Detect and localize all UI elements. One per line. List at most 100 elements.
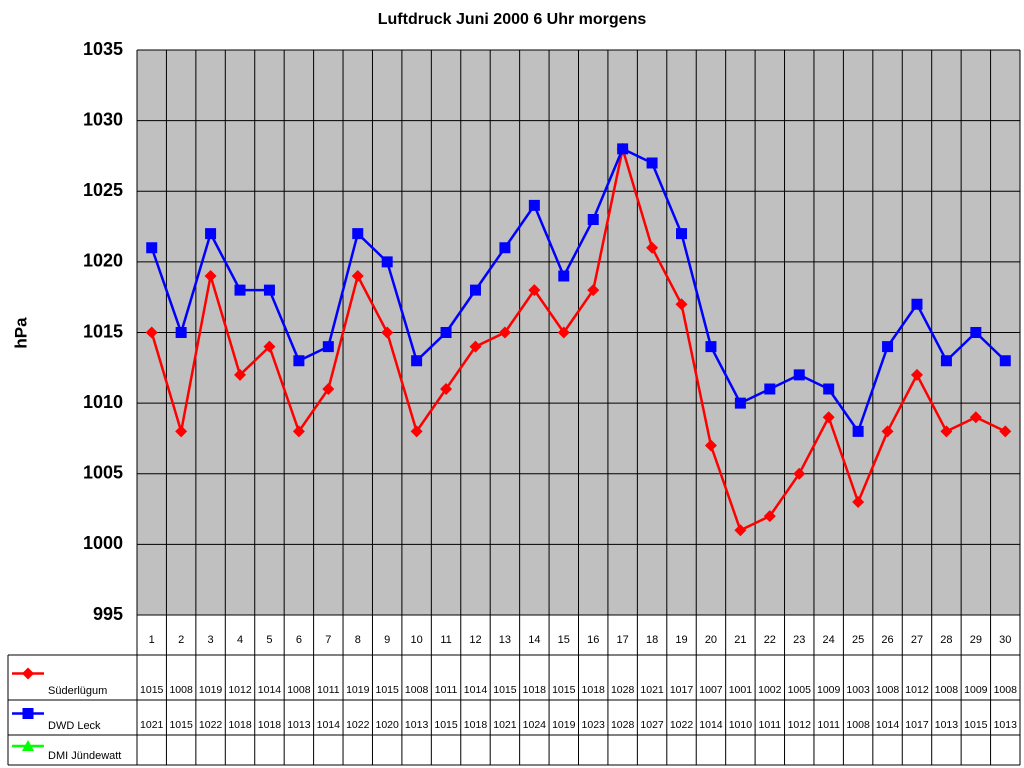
data-point — [587, 214, 599, 225]
x-tick-label: 13 — [499, 634, 511, 646]
x-tick-label: 19 — [675, 634, 687, 646]
table-value: 1012 — [228, 684, 252, 696]
table-value: 1024 — [523, 719, 547, 731]
y-tick-label: 1020 — [83, 251, 123, 271]
x-tick-label: 30 — [999, 634, 1011, 646]
legend-label: DWD Leck — [48, 720, 101, 732]
x-tick-label: 27 — [911, 634, 923, 646]
legend-marker — [22, 740, 34, 751]
data-point — [381, 326, 394, 339]
table-value: 1005 — [788, 684, 812, 696]
table-value: 1012 — [788, 719, 812, 731]
data-point — [793, 369, 805, 381]
data-point — [557, 326, 570, 339]
x-tick-label: 4 — [237, 634, 243, 646]
table-value: 1021 — [640, 684, 664, 696]
x-tick-label: 9 — [384, 634, 390, 646]
table-value: 1019 — [552, 719, 576, 731]
table-value: 1018 — [258, 719, 282, 731]
data-point — [852, 496, 865, 508]
data-point — [263, 340, 276, 353]
data-point — [498, 326, 511, 339]
data-point — [234, 284, 246, 296]
data-point — [469, 340, 482, 353]
series-line — [150, 147, 1007, 435]
x-tick-label: 7 — [325, 634, 331, 646]
data-point — [940, 355, 952, 367]
legend-label: Süderlügum — [48, 685, 107, 697]
data-point — [145, 326, 158, 339]
table-value: 1011 — [817, 719, 840, 731]
table-value: 1018 — [523, 684, 547, 696]
table-value: 1028 — [611, 684, 635, 696]
data-point — [440, 327, 452, 338]
data-point — [175, 327, 187, 338]
data-point — [823, 383, 835, 395]
data-point — [764, 383, 776, 395]
table-value: 1011 — [435, 684, 458, 696]
x-tick-label: 11 — [440, 634, 451, 646]
table-value: 1019 — [346, 684, 370, 696]
x-tick-label: 24 — [823, 634, 835, 646]
data-point — [910, 368, 923, 381]
series-line — [150, 148, 1006, 532]
data-point — [705, 341, 717, 353]
data-point — [205, 228, 217, 240]
table-value: 1015 — [140, 684, 164, 696]
x-tick-label: 1 — [149, 634, 155, 646]
y-tick-label: 1015 — [83, 321, 123, 341]
data-point — [469, 284, 481, 296]
table-value: 1008 — [994, 684, 1018, 696]
data-point — [263, 284, 275, 296]
table-value: 1015 — [964, 719, 988, 731]
table-value: 1022 — [670, 719, 694, 731]
data-point — [204, 270, 217, 282]
table-value: 1017 — [670, 684, 694, 696]
table-value: 1028 — [611, 719, 635, 731]
data-point — [410, 425, 423, 438]
table-value: 1018 — [228, 719, 252, 731]
legend-label: DMI Jündewatt — [48, 750, 121, 762]
table-value: 1010 — [729, 719, 753, 731]
table-value: 1008 — [169, 684, 193, 696]
y-tick-label: 1010 — [83, 392, 123, 412]
x-tick-label: 6 — [296, 634, 302, 646]
table-value: 1022 — [346, 719, 370, 731]
table-value: 1011 — [317, 684, 340, 696]
x-tick-label: 12 — [469, 634, 481, 646]
data-point — [587, 284, 600, 297]
y-tick-label: 1025 — [83, 180, 123, 200]
table-value: 1021 — [493, 719, 517, 731]
table-value: 1014 — [317, 719, 341, 731]
data-point — [322, 383, 335, 395]
x-tick-label: 21 — [734, 634, 746, 646]
x-tick-label: 3 — [208, 634, 214, 646]
data-point — [146, 242, 158, 254]
table-value: 1012 — [905, 684, 929, 696]
table-value: 1015 — [169, 719, 193, 731]
data-point — [234, 368, 247, 381]
table-value: 1022 — [199, 719, 223, 731]
table-value: 1015 — [493, 684, 517, 696]
data-point — [617, 143, 629, 155]
table-value: 1014 — [258, 684, 282, 696]
data-point — [351, 270, 364, 282]
table-value: 1014 — [876, 719, 900, 731]
table-value: 1008 — [405, 684, 429, 696]
table-value: 1008 — [287, 684, 311, 696]
data-point — [940, 425, 953, 438]
y-tick-label: 995 — [93, 604, 123, 624]
table-value: 1027 — [640, 719, 664, 731]
table-value: 1013 — [935, 719, 959, 731]
data-point — [646, 157, 658, 169]
table-value: 1003 — [846, 684, 870, 696]
x-tick-label: 28 — [940, 634, 952, 646]
table-value: 1013 — [287, 719, 311, 731]
table-value: 1014 — [464, 684, 488, 696]
table-value: 1011 — [759, 719, 782, 731]
data-point — [911, 298, 923, 310]
table-value: 1018 — [464, 719, 488, 731]
data-point — [175, 425, 188, 438]
data-point — [793, 467, 806, 480]
